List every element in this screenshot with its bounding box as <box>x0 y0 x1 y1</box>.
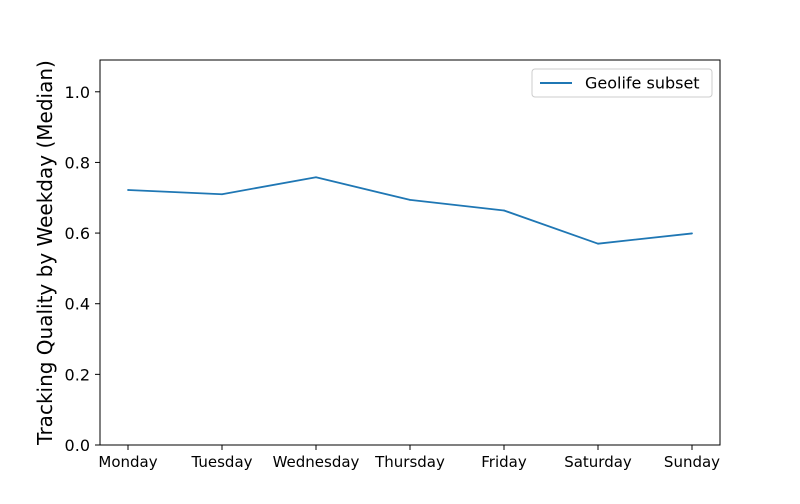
x-axis-ticks: Monday Tuesday Wednesday Thursday Friday Satu… <box>98 445 720 471</box>
x-tick-label: Thursday <box>374 453 445 471</box>
data-point <box>221 193 223 196</box>
y-tick-label: 0.4 <box>65 295 90 314</box>
legend: Geolife subset <box>531 68 713 98</box>
series-line <box>127 176 693 245</box>
y-axis-label: Tracking Quality by Weekday (Median) <box>33 60 57 446</box>
x-tick-label: Friday <box>481 453 527 471</box>
y-tick-label: 0.8 <box>65 153 90 172</box>
y-axis-ticks: 0.0 0.2 0.4 0.6 0.8 1.0 <box>65 83 100 455</box>
data-point <box>315 176 317 179</box>
data-point <box>597 242 599 245</box>
data-point <box>503 209 505 212</box>
legend-box <box>531 68 713 98</box>
x-tick-label: Saturday <box>564 453 632 471</box>
data-point <box>409 198 411 201</box>
y-tick-label: 0.6 <box>65 224 90 243</box>
x-tick-label: Sunday <box>664 453 720 471</box>
series-layer <box>127 176 693 245</box>
x-tick-label: Monday <box>98 453 157 471</box>
y-tick-label: 0.0 <box>65 436 90 455</box>
data-point <box>127 189 129 191</box>
y-tick-label: 1.0 <box>65 83 90 102</box>
plot-area-frame <box>99 59 721 446</box>
legend-label: Geolife subset <box>585 74 700 93</box>
data-point <box>691 232 693 235</box>
x-tick-label: Tuesday <box>190 453 252 471</box>
y-tick-label: 0.2 <box>65 365 90 384</box>
x-tick-label: Wednesday <box>273 453 360 471</box>
